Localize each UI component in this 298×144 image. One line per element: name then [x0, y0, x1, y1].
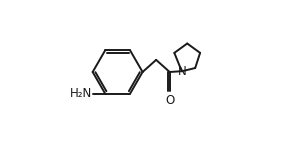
Text: H₂N: H₂N	[70, 87, 92, 100]
Text: O: O	[165, 94, 174, 107]
Text: N: N	[177, 65, 186, 78]
